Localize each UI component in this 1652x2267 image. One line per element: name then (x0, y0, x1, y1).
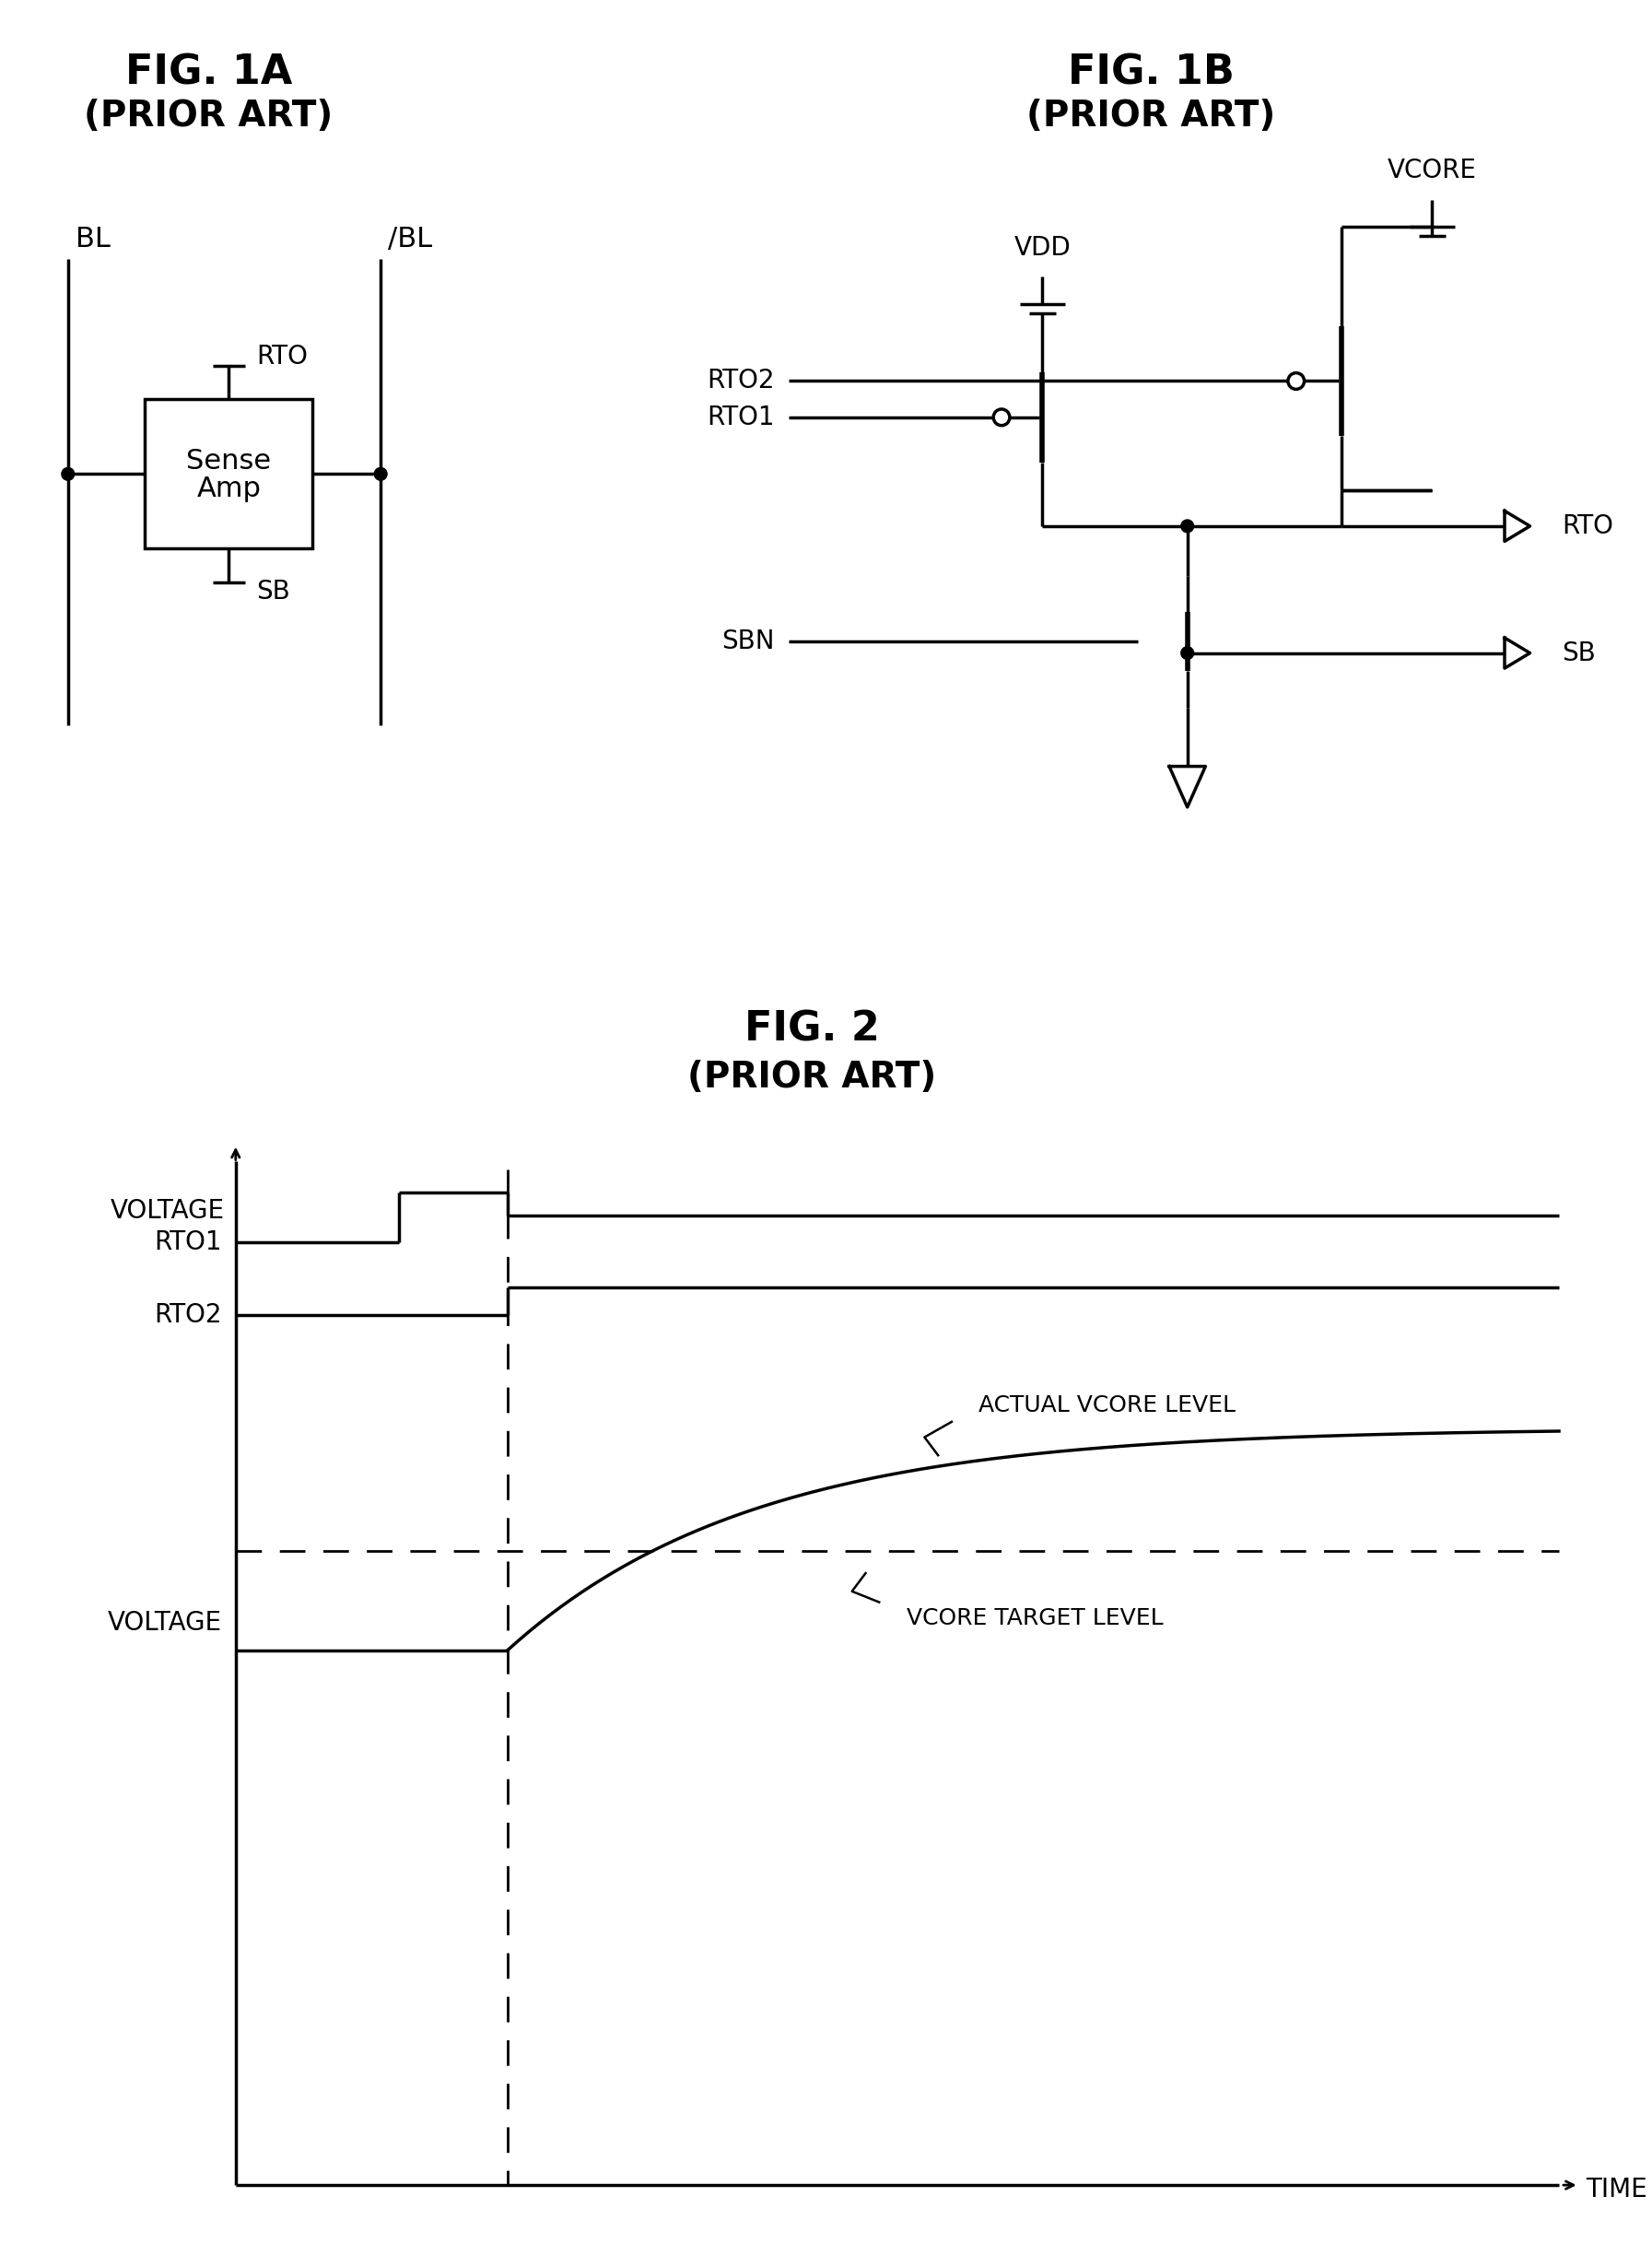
Circle shape (375, 467, 387, 481)
Text: (PRIOR ART): (PRIOR ART) (84, 100, 334, 134)
Text: SB: SB (256, 578, 289, 605)
Circle shape (61, 467, 74, 481)
Circle shape (1181, 519, 1194, 533)
Text: VCORE: VCORE (1388, 159, 1477, 184)
Text: RTO1: RTO1 (154, 1229, 221, 1256)
Text: BL: BL (76, 224, 111, 252)
Text: Sense: Sense (187, 449, 271, 474)
Text: VOLTAGE: VOLTAGE (107, 1610, 221, 1637)
Text: ACTUAL VCORE LEVEL: ACTUAL VCORE LEVEL (980, 1394, 1236, 1417)
Text: FIG. 1B: FIG. 1B (1067, 52, 1234, 93)
Text: VDD: VDD (1014, 236, 1070, 261)
Text: VCORE TARGET LEVEL: VCORE TARGET LEVEL (907, 1607, 1163, 1630)
Polygon shape (1505, 510, 1530, 542)
Bar (145, 399, 312, 549)
Text: RTO2: RTO2 (707, 367, 775, 394)
Text: FIG. 1A: FIG. 1A (126, 52, 292, 93)
Polygon shape (1505, 637, 1530, 669)
Text: Amp: Amp (197, 476, 261, 501)
Text: VOLTAGE: VOLTAGE (111, 1197, 225, 1224)
Text: TIME: TIME (1586, 2176, 1647, 2204)
Text: SB: SB (1561, 639, 1596, 666)
Text: RTO2: RTO2 (154, 1301, 221, 1328)
Text: SBN: SBN (722, 628, 775, 655)
Text: RTO: RTO (256, 345, 307, 370)
Text: (PRIOR ART): (PRIOR ART) (687, 1059, 937, 1095)
Text: RTO: RTO (1561, 512, 1612, 540)
Text: RTO1: RTO1 (707, 404, 775, 431)
Circle shape (993, 408, 1009, 426)
Polygon shape (1170, 766, 1206, 807)
Text: /BL: /BL (388, 224, 433, 252)
Circle shape (1289, 372, 1305, 390)
Text: (PRIOR ART): (PRIOR ART) (1026, 100, 1275, 134)
Text: FIG. 2: FIG. 2 (745, 1009, 881, 1050)
Circle shape (1181, 646, 1194, 660)
